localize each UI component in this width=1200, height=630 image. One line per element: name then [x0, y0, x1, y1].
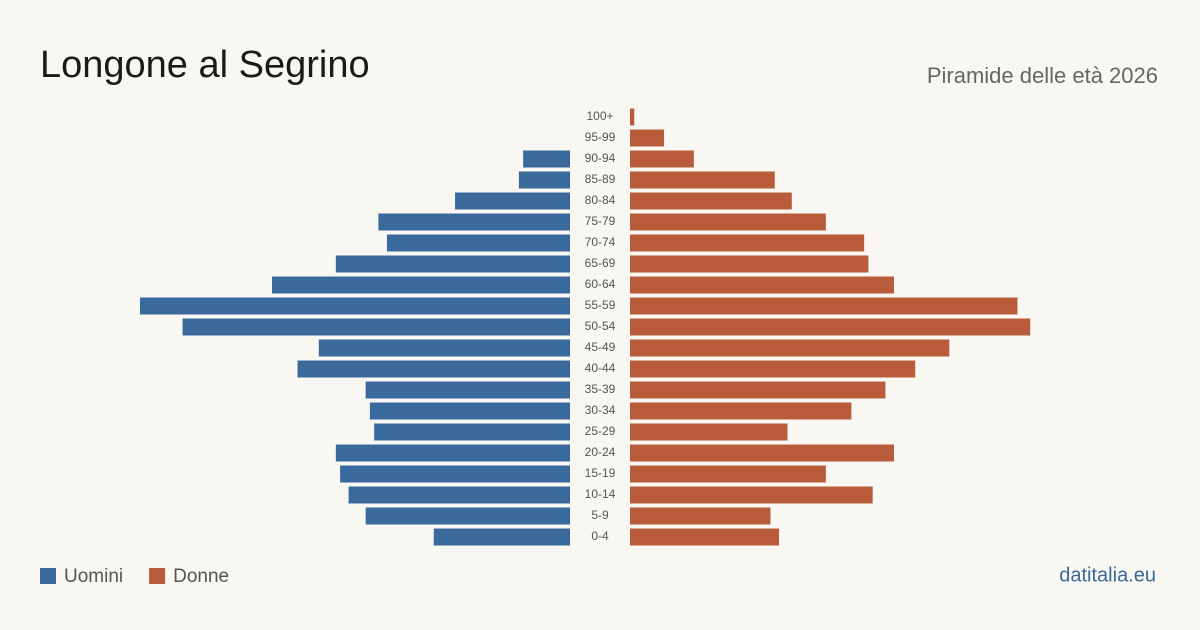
bar	[140, 297, 570, 315]
bar	[630, 150, 694, 168]
bar	[630, 192, 792, 210]
legend-label: Donne	[173, 566, 229, 587]
bar	[365, 507, 570, 525]
bar	[630, 318, 1031, 336]
bar	[455, 192, 570, 210]
age-label: 50-54	[585, 319, 616, 333]
age-label: 5-9	[591, 508, 609, 522]
bar	[630, 108, 635, 126]
age-label: 35-39	[585, 382, 616, 396]
bar	[378, 213, 570, 231]
age-label: 90-94	[585, 151, 616, 165]
age-label: 10-14	[585, 487, 616, 501]
bar	[630, 297, 1018, 315]
bar	[630, 444, 894, 462]
bar	[630, 465, 826, 483]
bar	[433, 528, 570, 546]
bar	[630, 507, 771, 525]
bar	[365, 381, 570, 399]
bar	[630, 360, 916, 378]
legend-swatch	[149, 568, 166, 584]
bar	[335, 255, 570, 273]
bar	[374, 423, 570, 441]
bar	[630, 234, 865, 252]
bar	[630, 423, 788, 441]
age-label: 85-89	[585, 172, 616, 186]
bar	[630, 486, 873, 504]
bar	[318, 339, 570, 357]
age-label: 60-64	[585, 277, 616, 291]
source: datitalia.eu	[1059, 564, 1156, 586]
bar	[630, 213, 826, 231]
bar	[348, 486, 570, 504]
bar	[369, 402, 570, 420]
legend-label: Uomini	[64, 566, 123, 587]
age-label: 55-59	[585, 298, 616, 312]
age-label: 95-99	[585, 130, 616, 144]
bar	[386, 234, 570, 252]
bar	[630, 381, 886, 399]
bar	[630, 528, 780, 546]
bar	[271, 276, 570, 294]
age-label: 25-29	[585, 424, 616, 438]
bar	[340, 465, 570, 483]
bar	[630, 255, 869, 273]
bar	[630, 171, 775, 189]
bar	[518, 171, 570, 189]
chart-subtitle: Piramide delle età 2026	[927, 63, 1158, 88]
age-label: 20-24	[585, 445, 616, 459]
chart-title: Longone al Segrino	[40, 44, 370, 86]
bar	[297, 360, 570, 378]
age-label: 45-49	[585, 340, 616, 354]
age-label: 65-69	[585, 256, 616, 270]
age-label: 15-19	[585, 466, 616, 480]
bar	[630, 276, 894, 294]
bar	[335, 444, 570, 462]
age-label: 70-74	[585, 235, 616, 249]
age-label: 0-4	[591, 529, 609, 543]
bar	[630, 402, 852, 420]
bar	[630, 129, 665, 147]
legend-swatch	[40, 568, 56, 584]
bar	[182, 318, 570, 336]
age-label: 40-44	[585, 361, 616, 375]
age-label: 75-79	[585, 214, 616, 228]
bar	[630, 339, 950, 357]
bar	[523, 150, 570, 168]
age-label: 100+	[586, 109, 613, 123]
age-label: 80-84	[585, 193, 616, 207]
age-label: 30-34	[585, 403, 616, 417]
